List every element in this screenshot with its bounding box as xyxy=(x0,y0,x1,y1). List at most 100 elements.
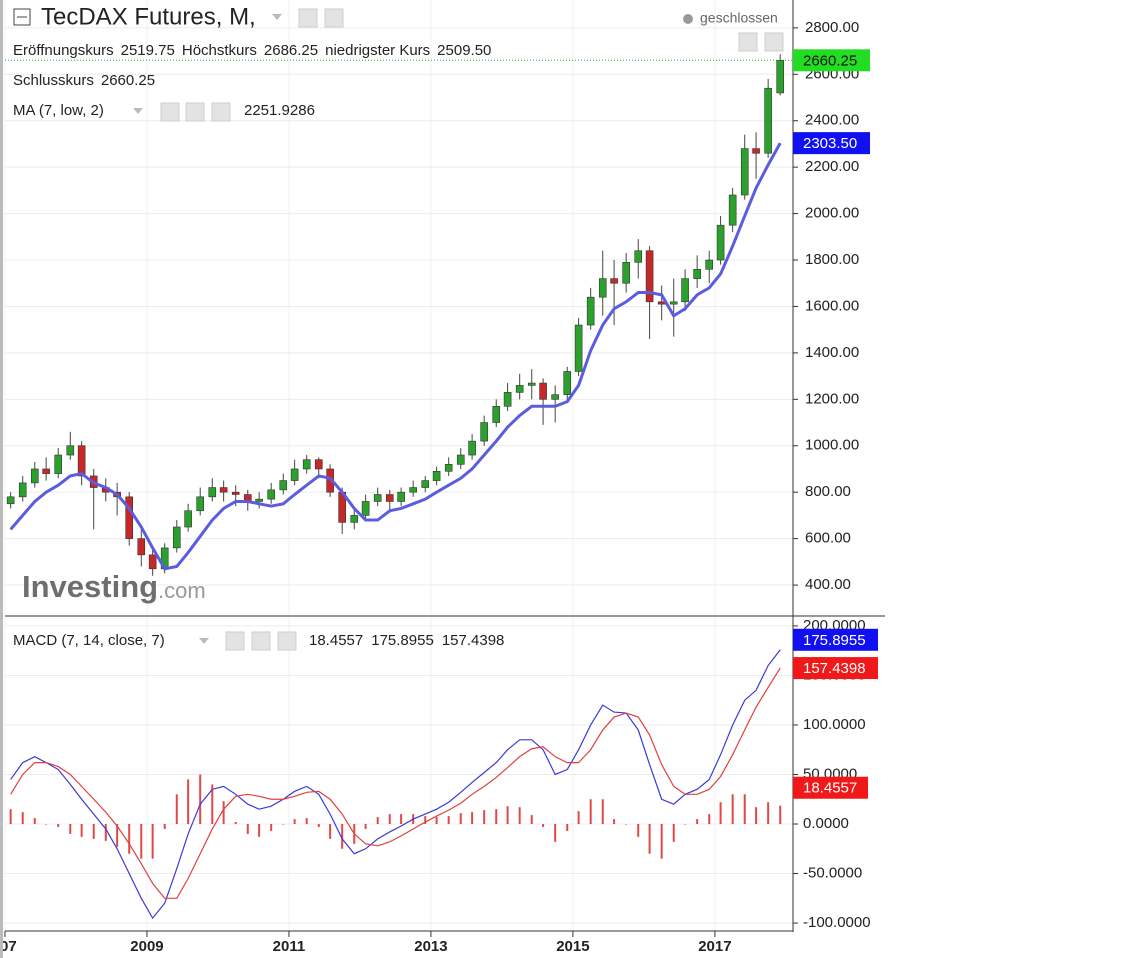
candle-body xyxy=(681,278,689,303)
macd-name: MACD (7, 14, close, 7) xyxy=(13,632,165,649)
histogram-bar xyxy=(45,824,48,825)
histogram-bar xyxy=(104,824,107,841)
histogram-bar xyxy=(447,816,450,825)
candle-body xyxy=(669,301,678,305)
x-tick-label: 2011 xyxy=(273,938,306,955)
y-tick-label: 800.00 xyxy=(805,483,851,500)
y-tick-label: 2800.00 xyxy=(805,19,859,36)
candle-body xyxy=(172,526,181,549)
legend-value: 2686.25 xyxy=(264,42,318,59)
candle-body xyxy=(397,491,405,502)
candle-body xyxy=(6,496,15,505)
status: geschlossen xyxy=(700,10,778,26)
candle-body xyxy=(54,454,63,474)
y-tick-label: 100.0000 xyxy=(803,716,866,733)
histogram-bar xyxy=(719,802,722,825)
dropdown[interactable] xyxy=(199,638,209,644)
icon-settings[interactable] xyxy=(324,8,344,28)
macd-line xyxy=(10,649,781,920)
icon-close[interactable] xyxy=(211,102,231,122)
legend-label: Eröffnungskurs xyxy=(13,42,114,59)
histogram-bar xyxy=(270,824,273,831)
icon-settings[interactable] xyxy=(251,631,271,651)
macd-badge xyxy=(793,657,878,680)
candle-body xyxy=(279,480,288,491)
histogram-bar xyxy=(637,824,640,837)
candle-body xyxy=(255,498,263,502)
dropdown[interactable] xyxy=(272,14,282,20)
price-badge-label: 2660.25 xyxy=(803,52,857,69)
candle-body xyxy=(314,459,323,470)
candle-body xyxy=(716,224,725,261)
histogram-bar xyxy=(92,824,95,839)
y-tick-label: 1600.00 xyxy=(805,297,859,314)
histogram-bar xyxy=(9,809,12,825)
dropdown[interactable] xyxy=(133,108,143,114)
x-tick-label: 2015 xyxy=(556,938,589,955)
icon-eye[interactable] xyxy=(298,8,318,28)
histogram-bar xyxy=(222,801,225,825)
candle-body xyxy=(361,501,370,516)
legend-value: 2509.50 xyxy=(437,42,491,59)
icon-up[interactable] xyxy=(764,32,784,52)
status-dot xyxy=(683,14,693,24)
candle-body xyxy=(752,148,760,154)
chart-title: TecDAX Futures, M, xyxy=(41,3,256,30)
histogram-bar xyxy=(364,824,367,829)
icon-settings[interactable] xyxy=(185,102,205,122)
legend-value: 2519.75 xyxy=(121,42,175,59)
histogram-bar xyxy=(199,774,202,825)
legend-label: Schlusskurs xyxy=(13,72,94,89)
candle-body xyxy=(302,459,311,470)
candle-body xyxy=(125,496,134,539)
histogram-bar xyxy=(459,813,462,825)
icon-down[interactable] xyxy=(738,32,758,52)
histogram-bar xyxy=(589,799,592,825)
candle-body xyxy=(634,250,643,263)
ma-value: 2251.9286 xyxy=(244,102,315,119)
icon-eye[interactable] xyxy=(160,102,180,122)
candle-body xyxy=(492,405,501,423)
candle-body xyxy=(350,515,359,523)
histogram-bar xyxy=(625,824,628,825)
histogram-bar xyxy=(305,818,308,825)
histogram-bar xyxy=(696,819,699,825)
icon-eye[interactable] xyxy=(225,631,245,651)
histogram-bar xyxy=(731,794,734,825)
candle-body xyxy=(693,269,701,279)
histogram-bar xyxy=(743,794,746,825)
candle-body xyxy=(196,496,205,512)
candle-body xyxy=(515,385,524,393)
histogram-bar xyxy=(211,784,214,825)
candle-body xyxy=(645,250,654,303)
histogram-badge-label: 18.4557 xyxy=(803,780,857,797)
candle-body xyxy=(503,392,512,407)
macd-line xyxy=(10,667,781,899)
histogram-bar xyxy=(684,824,687,825)
histogram-bar xyxy=(234,822,237,825)
histogram-bar xyxy=(163,824,166,829)
histogram-bar xyxy=(779,805,782,825)
candle-body xyxy=(586,296,595,326)
legend-value: 18.4557 xyxy=(309,632,363,649)
histogram-bar xyxy=(518,807,521,825)
candle-body xyxy=(267,489,275,500)
histogram-bar xyxy=(648,824,651,854)
histogram-bar xyxy=(317,824,320,827)
histogram-bar xyxy=(767,802,770,825)
histogram-bar xyxy=(258,824,261,837)
watermark: .com xyxy=(158,578,206,603)
y-tick-label: 1000.00 xyxy=(805,437,859,454)
histogram-bar xyxy=(175,794,178,825)
histogram-bar xyxy=(400,814,403,825)
y-tick-label: 400.00 xyxy=(805,576,851,593)
histogram-bar xyxy=(293,819,296,825)
candle-body xyxy=(480,422,488,442)
candle-body xyxy=(657,301,666,305)
candle-body xyxy=(66,445,75,456)
icon-close[interactable] xyxy=(277,631,297,651)
candle-body xyxy=(527,382,536,386)
histogram-bar xyxy=(329,824,332,839)
candle-body xyxy=(231,491,240,495)
